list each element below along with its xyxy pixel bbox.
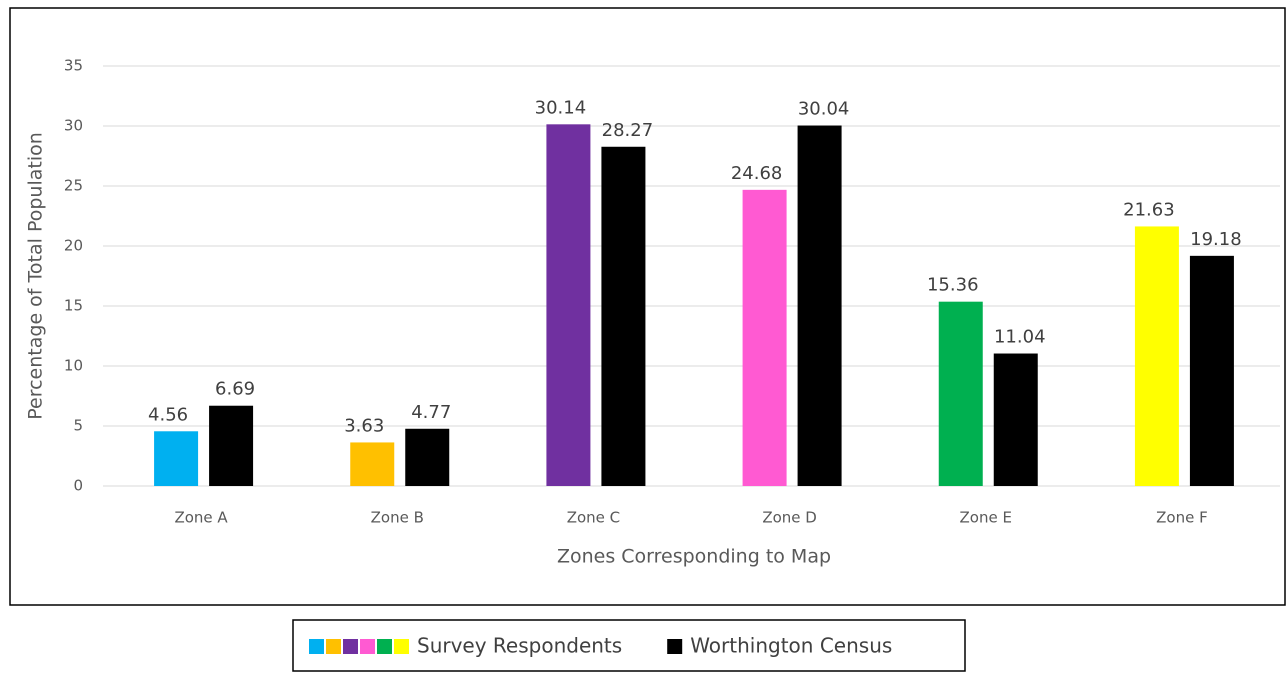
- y-tick-label: 5: [73, 417, 83, 435]
- data-label: 19.18: [1190, 229, 1242, 250]
- x-axis-title: Zones Corresponding to Map: [557, 546, 831, 568]
- bar: [601, 146, 646, 486]
- x-tick-label: Zone A: [174, 509, 228, 527]
- data-label: 15.36: [927, 275, 979, 296]
- data-label: 4.77: [411, 402, 451, 423]
- data-label: 21.63: [1123, 199, 1175, 220]
- data-label: 24.68: [731, 163, 783, 184]
- data-label: 30.14: [535, 97, 587, 118]
- legend-swatch: [394, 639, 409, 654]
- bar: [154, 431, 199, 486]
- bar: [938, 301, 983, 486]
- y-tick-label: 0: [73, 477, 83, 495]
- data-label: 11.04: [994, 327, 1046, 348]
- y-tick-label: 30: [64, 117, 83, 135]
- bar: [1189, 255, 1234, 486]
- legend-swatch: [377, 639, 392, 654]
- legend-label: Worthington Census: [690, 634, 892, 658]
- y-axis-title: Percentage of Total Population: [25, 132, 47, 420]
- x-tick-label: Zone D: [762, 509, 817, 527]
- legend-swatch: [326, 639, 341, 654]
- chart-frame: [9, 7, 1286, 606]
- bar: [405, 428, 450, 486]
- legend: Survey Respondents Worthington Census: [309, 634, 892, 658]
- legend-swatch: [667, 639, 683, 654]
- bar: [742, 189, 787, 486]
- y-tick-label: 25: [64, 177, 83, 195]
- bar: [1134, 226, 1179, 486]
- legend-swatch: [360, 639, 375, 654]
- data-label: 28.27: [602, 120, 654, 141]
- y-tick-label: 35: [64, 57, 83, 75]
- bar: [797, 125, 842, 487]
- data-label: 6.69: [215, 379, 255, 400]
- y-tick-label: 20: [64, 237, 83, 255]
- bar: [546, 124, 591, 486]
- data-label: 30.04: [798, 99, 850, 120]
- x-tick-label: Zone E: [960, 509, 1012, 527]
- x-tick-label: Zone F: [1156, 509, 1208, 527]
- bar: [993, 353, 1038, 486]
- legend-swatch: [309, 639, 324, 654]
- bar: [350, 442, 395, 486]
- bar: [209, 405, 254, 486]
- y-tick-label: 10: [64, 357, 83, 375]
- data-label: 4.56: [148, 404, 188, 425]
- legend-swatch: [343, 639, 358, 654]
- x-tick-label: Zone B: [371, 509, 424, 527]
- legend-label: Survey Respondents: [417, 634, 622, 658]
- y-tick-label: 15: [64, 297, 83, 315]
- data-label: 3.63: [344, 415, 384, 436]
- x-tick-label: Zone C: [567, 509, 620, 527]
